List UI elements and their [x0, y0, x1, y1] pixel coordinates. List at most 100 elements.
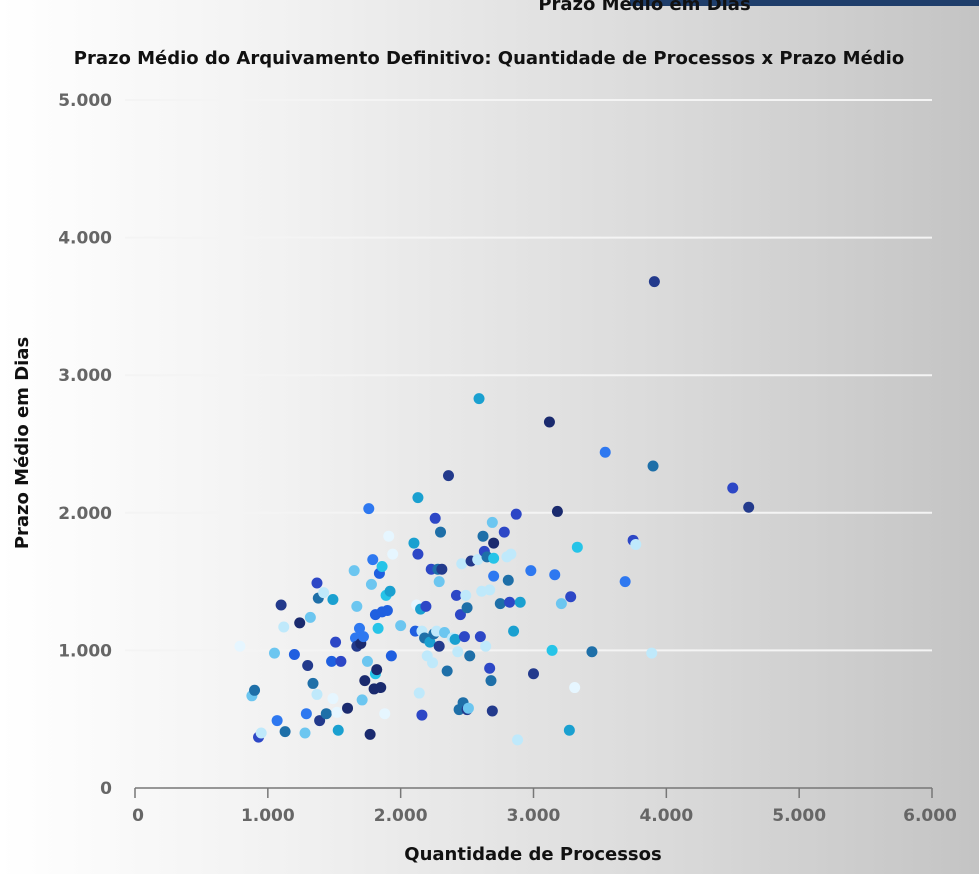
data-point[interactable]: [320, 708, 332, 720]
data-point[interactable]: [359, 675, 371, 687]
data-point[interactable]: [311, 577, 323, 589]
data-point[interactable]: [361, 655, 373, 667]
data-point[interactable]: [456, 558, 468, 570]
data-point[interactable]: [452, 646, 464, 658]
data-point[interactable]: [326, 655, 338, 667]
data-point[interactable]: [472, 554, 484, 566]
data-point[interactable]: [433, 576, 445, 588]
data-point[interactable]: [502, 574, 514, 586]
data-point[interactable]: [433, 640, 445, 652]
data-point[interactable]: [412, 492, 424, 504]
data-point[interactable]: [551, 505, 563, 517]
data-point[interactable]: [351, 600, 363, 612]
data-point[interactable]: [474, 631, 486, 643]
data-point[interactable]: [504, 596, 516, 608]
data-point[interactable]: [449, 633, 461, 645]
data-point[interactable]: [271, 715, 283, 727]
data-point[interactable]: [619, 576, 631, 588]
data-point[interactable]: [429, 512, 441, 524]
data-point[interactable]: [427, 657, 439, 669]
data-point[interactable]: [331, 706, 343, 718]
data-point[interactable]: [458, 631, 470, 643]
data-point[interactable]: [512, 734, 524, 746]
data-point[interactable]: [304, 611, 316, 623]
data-point[interactable]: [365, 578, 377, 590]
data-point[interactable]: [435, 526, 447, 538]
data-point[interactable]: [255, 727, 267, 739]
data-point[interactable]: [395, 620, 407, 632]
data-point[interactable]: [294, 617, 306, 629]
data-point[interactable]: [335, 655, 347, 667]
data-point[interactable]: [485, 675, 497, 687]
data-point[interactable]: [300, 708, 312, 720]
data-point[interactable]: [234, 640, 246, 652]
data-point[interactable]: [342, 702, 354, 714]
data-point[interactable]: [464, 650, 476, 662]
data-point[interactable]: [546, 644, 558, 656]
data-point[interactable]: [278, 621, 290, 633]
data-point[interactable]: [543, 416, 555, 428]
data-point[interactable]: [302, 660, 314, 672]
data-point[interactable]: [727, 482, 739, 494]
data-point[interactable]: [473, 393, 485, 405]
data-point[interactable]: [454, 609, 466, 621]
data-point[interactable]: [488, 537, 500, 549]
data-point[interactable]: [332, 724, 344, 736]
data-point[interactable]: [477, 530, 489, 542]
data-point[interactable]: [420, 600, 432, 612]
data-point[interactable]: [439, 627, 451, 639]
data-point[interactable]: [376, 560, 388, 572]
data-point[interactable]: [424, 636, 436, 648]
data-point[interactable]: [356, 694, 368, 706]
data-point[interactable]: [586, 646, 598, 658]
data-point[interactable]: [327, 593, 339, 605]
data-point[interactable]: [371, 664, 383, 676]
data-point[interactable]: [327, 693, 339, 705]
data-point[interactable]: [565, 591, 577, 603]
data-point[interactable]: [563, 724, 575, 736]
data-point[interactable]: [549, 569, 561, 581]
data-point[interactable]: [450, 589, 462, 601]
data-point[interactable]: [442, 470, 454, 482]
data-point[interactable]: [648, 276, 660, 288]
data-point[interactable]: [569, 682, 581, 694]
data-point[interactable]: [508, 625, 520, 637]
data-point[interactable]: [528, 668, 539, 680]
data-point[interactable]: [462, 702, 474, 714]
data-point[interactable]: [510, 508, 522, 520]
data-point[interactable]: [480, 640, 492, 652]
data-point[interactable]: [383, 530, 395, 542]
data-point[interactable]: [318, 587, 330, 599]
data-point[interactable]: [357, 631, 369, 643]
data-point[interactable]: [488, 570, 500, 582]
data-point[interactable]: [314, 715, 326, 727]
data-point[interactable]: [311, 688, 323, 700]
data-point[interactable]: [353, 622, 365, 634]
data-point[interactable]: [299, 727, 311, 739]
data-point[interactable]: [599, 446, 611, 458]
data-point[interactable]: [348, 565, 360, 577]
data-point[interactable]: [413, 687, 425, 699]
data-point[interactable]: [488, 552, 500, 564]
data-point[interactable]: [288, 649, 300, 661]
data-point[interactable]: [461, 602, 473, 614]
data-point[interactable]: [408, 537, 420, 549]
data-point[interactable]: [279, 726, 291, 738]
data-point[interactable]: [514, 596, 526, 608]
data-point[interactable]: [367, 554, 379, 566]
data-point[interactable]: [387, 548, 399, 560]
data-point[interactable]: [494, 598, 506, 610]
data-point[interactable]: [505, 548, 517, 560]
data-point[interactable]: [416, 709, 428, 721]
data-point[interactable]: [571, 541, 583, 553]
data-point[interactable]: [379, 708, 391, 720]
data-point[interactable]: [484, 584, 496, 596]
data-point[interactable]: [630, 538, 642, 550]
data-point[interactable]: [460, 589, 472, 601]
data-point[interactable]: [412, 548, 424, 560]
data-point[interactable]: [441, 665, 453, 677]
data-point[interactable]: [647, 460, 659, 472]
data-point[interactable]: [484, 662, 496, 674]
data-point[interactable]: [436, 563, 448, 575]
data-point[interactable]: [381, 604, 393, 616]
